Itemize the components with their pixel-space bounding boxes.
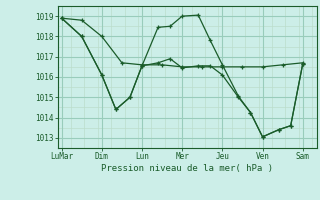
X-axis label: Pression niveau de la mer( hPa ): Pression niveau de la mer( hPa )	[101, 164, 273, 173]
